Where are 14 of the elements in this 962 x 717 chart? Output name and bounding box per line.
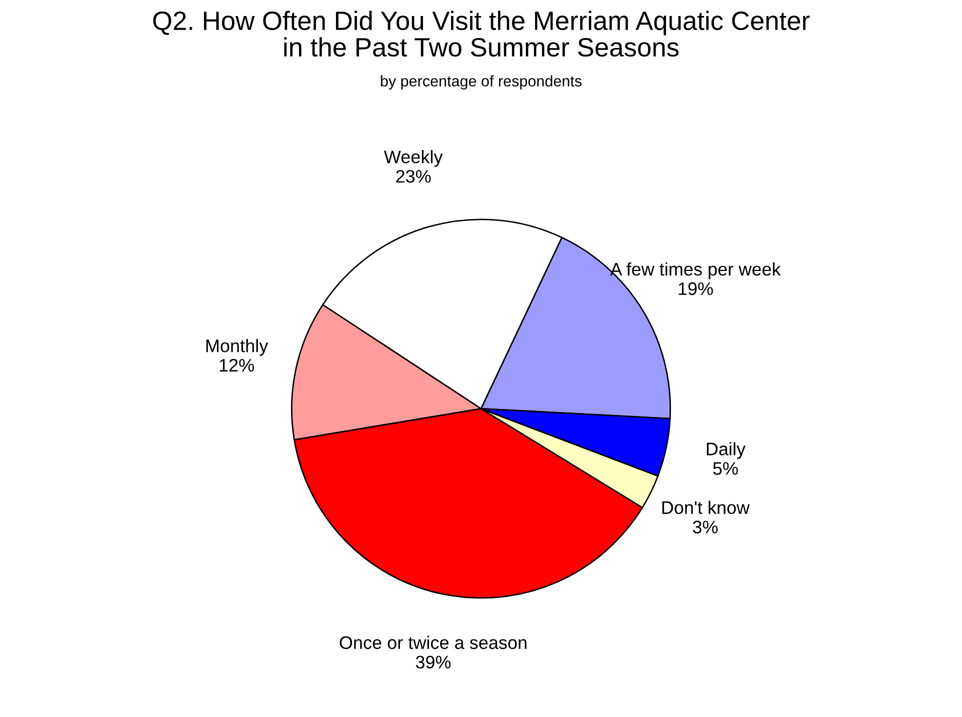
data-label: 19% — [678, 282, 713, 296]
data-label: 12% — [220, 358, 254, 372]
data-label: 5% — [713, 462, 738, 475]
chart-subtitle: by percentage of respondents — [380, 75, 582, 90]
slice-label: Weekly — [384, 150, 443, 167]
data-label: 3% — [692, 520, 718, 534]
slice-label: A few times per week — [610, 262, 781, 280]
data-label: 23% — [396, 170, 431, 183]
slice-label: Daily — [706, 442, 746, 459]
slice-label: Monthly — [206, 338, 268, 356]
slice-label: Don't know — [662, 500, 750, 514]
data-label: 39% — [416, 656, 451, 669]
chart-title: Q2. How Often Did You Visit the Merriam Aquatic Center in the Past Two Summer Seasons — [153, 10, 810, 57]
slice-label: Once or twice a season — [340, 636, 526, 650]
